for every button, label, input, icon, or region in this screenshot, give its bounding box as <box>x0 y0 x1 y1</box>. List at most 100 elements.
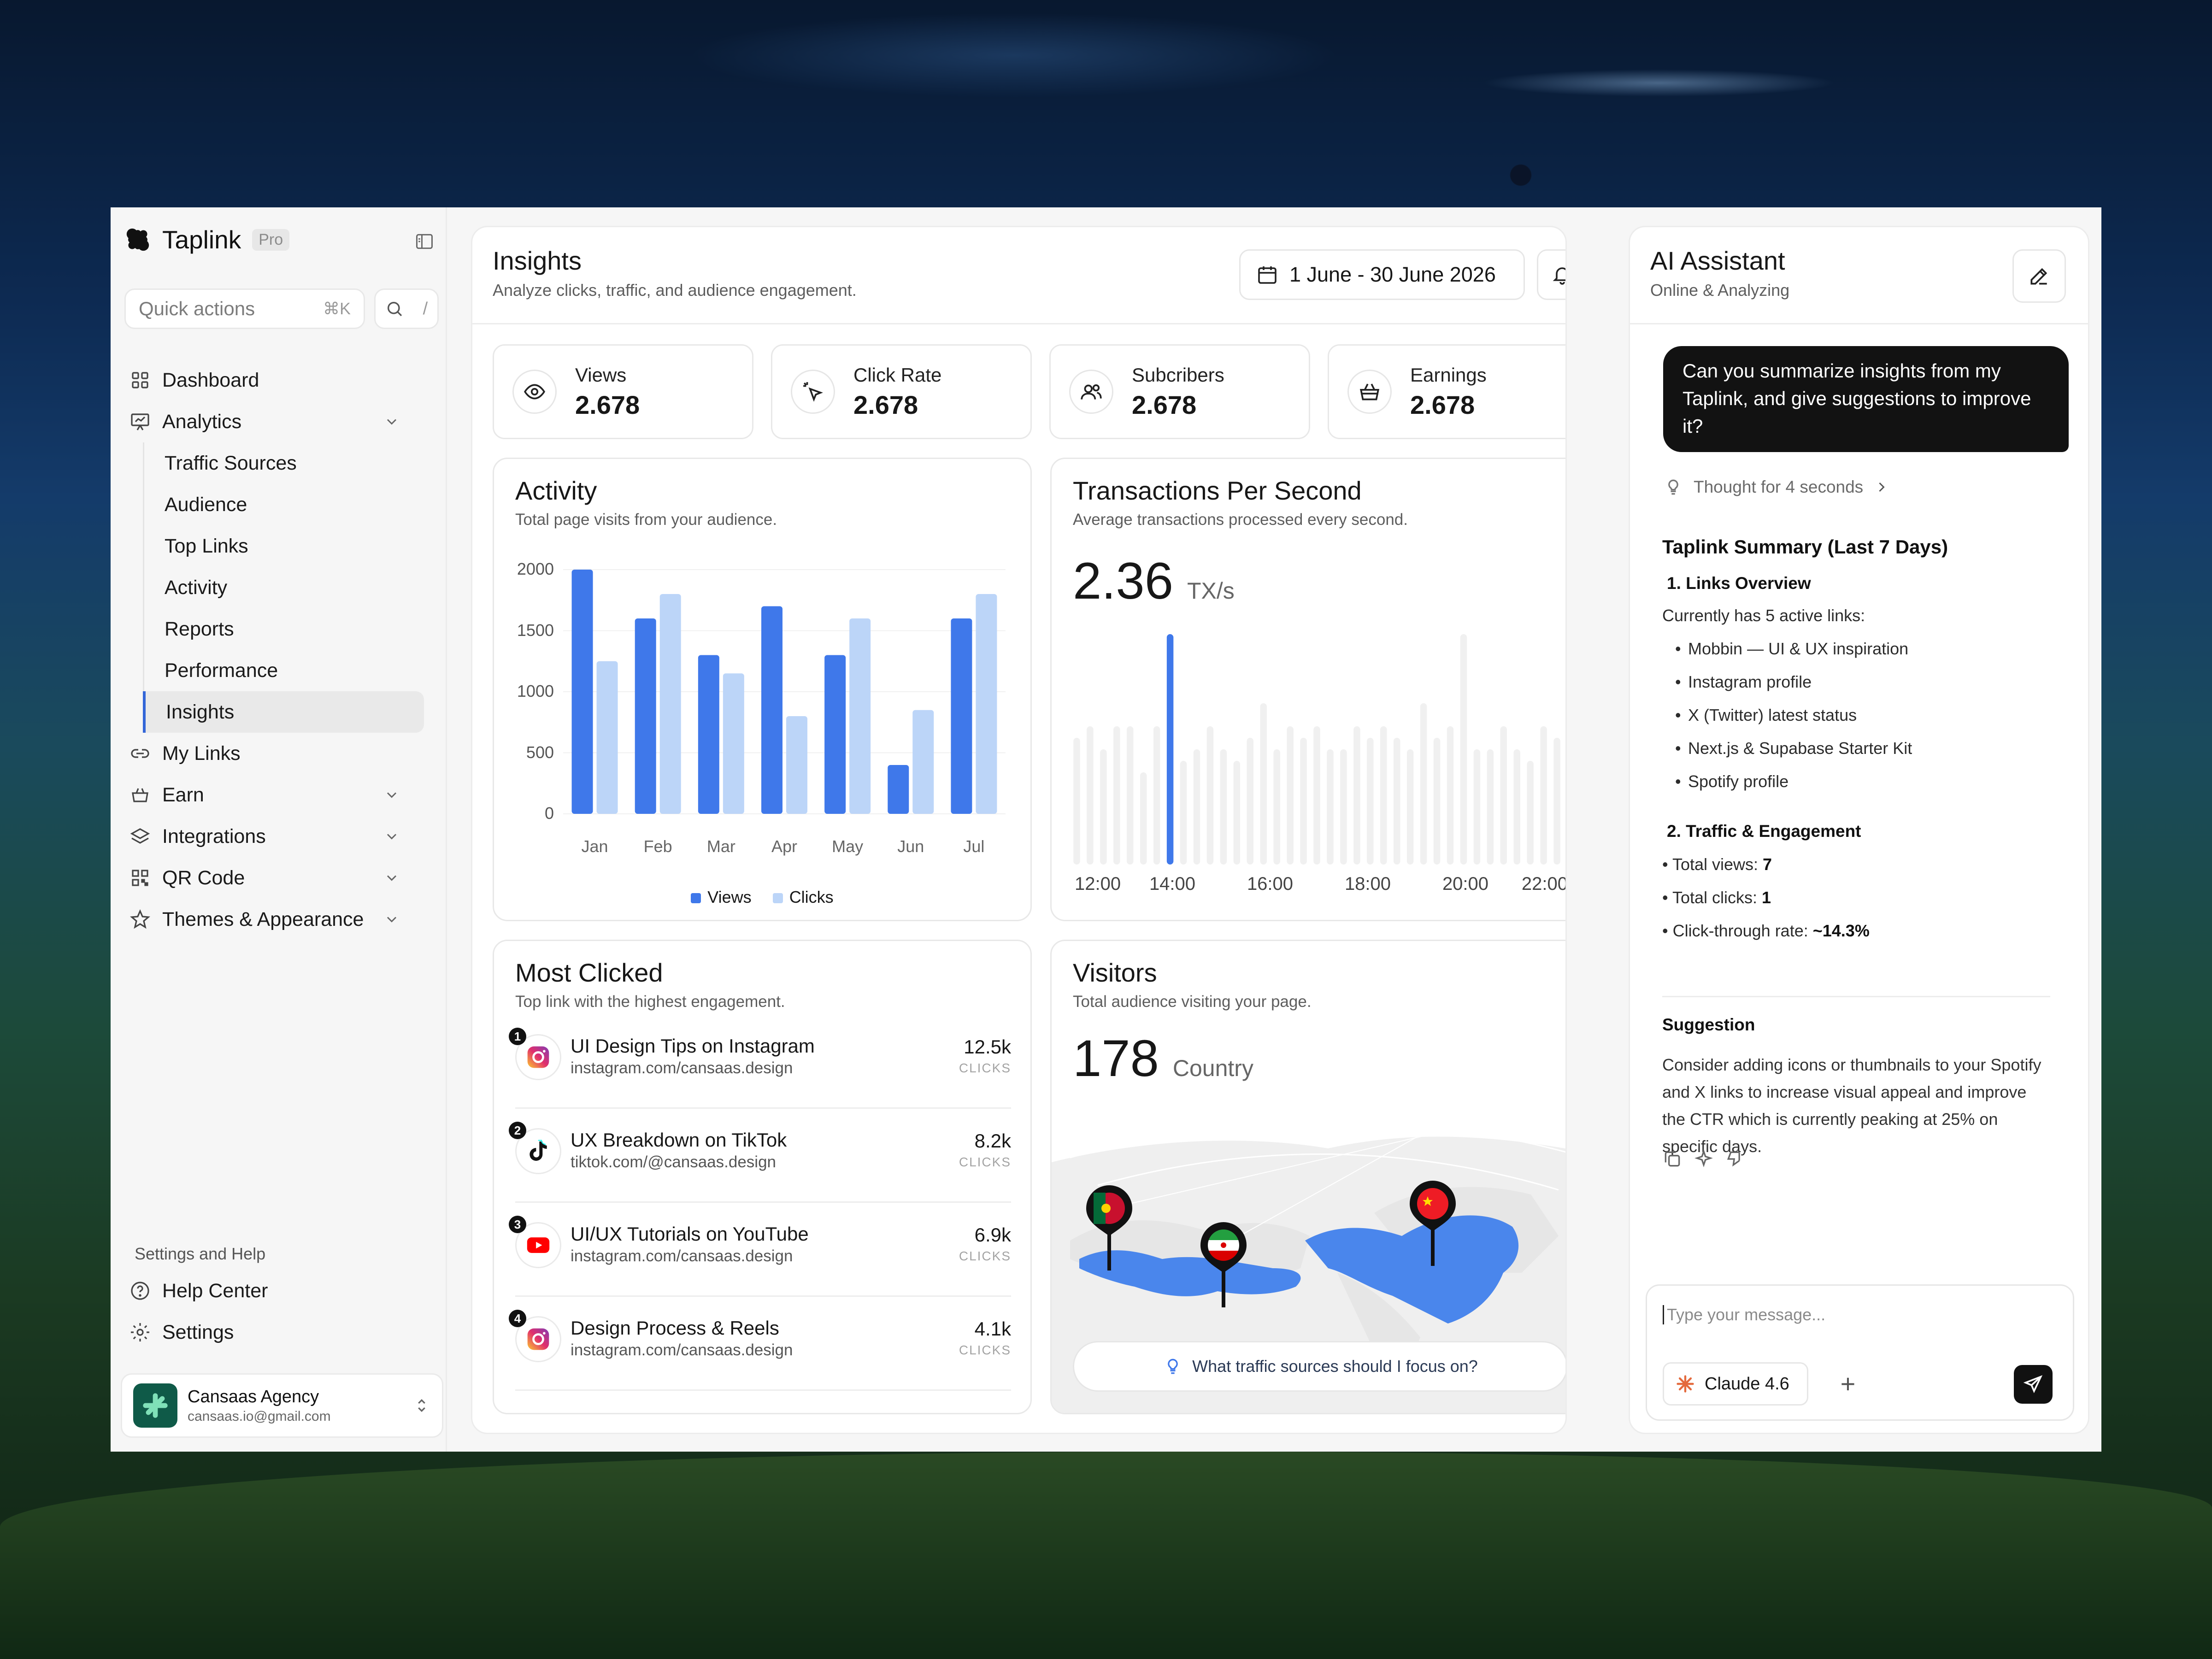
tps-bar[interactable] <box>1527 761 1534 865</box>
china-flag-pin[interactable] <box>1407 1181 1458 1268</box>
suggestion-text: Consider adding icons or thumbnails to y… <box>1662 1055 2041 1156</box>
iran-flag-pin[interactable] <box>1198 1222 1249 1310</box>
tps-bar[interactable] <box>1113 726 1120 865</box>
sparkle-icon[interactable] <box>1694 1149 1714 1169</box>
sidebar-item-reports[interactable]: Reports <box>143 608 424 650</box>
tps-bar[interactable] <box>1406 749 1414 865</box>
tps-bar[interactable] <box>1367 738 1374 865</box>
legend-clicks[interactable]: Clicks <box>772 888 834 907</box>
account-switcher[interactable]: Cansaas Agency cansaas.io@gmail.com <box>121 1373 443 1438</box>
notifications-button[interactable] <box>1537 249 1565 300</box>
nav-analytics[interactable]: Analytics <box>129 401 415 442</box>
tps-bar[interactable] <box>1273 749 1280 865</box>
copy-icon[interactable] <box>1662 1149 1683 1169</box>
send-button[interactable] <box>2014 1365 2053 1404</box>
quick-actions-button[interactable]: Quick actions ⌘K <box>124 288 365 329</box>
tps-bar[interactable] <box>1460 634 1467 865</box>
tps-bar[interactable] <box>1313 726 1320 865</box>
bar-views-apr[interactable] <box>761 606 782 814</box>
plus-icon[interactable]: + <box>1840 1369 1856 1398</box>
nav-themes[interactable]: Themes & Appearance <box>129 899 415 940</box>
nav-my-links[interactable]: My Links <box>129 733 415 774</box>
tps-bar[interactable] <box>1393 738 1400 865</box>
bar-views-may[interactable] <box>824 655 846 814</box>
sidebar-item-audience[interactable]: Audience <box>143 484 424 525</box>
tps-bar[interactable] <box>1153 726 1160 865</box>
bar-clicks-jul[interactable] <box>976 594 997 814</box>
tps-bar[interactable] <box>1287 726 1294 865</box>
tps-bar[interactable] <box>1500 726 1507 865</box>
sidebar-collapse-icon[interactable] <box>414 231 435 252</box>
bar-clicks-feb[interactable] <box>659 594 681 814</box>
sidebar-item-performance[interactable]: Performance <box>143 650 424 691</box>
legend-views[interactable]: Views <box>691 888 752 907</box>
tps-bar[interactable] <box>1433 738 1441 865</box>
sidebar-item-traffic-sources[interactable]: Traffic Sources <box>143 442 424 484</box>
tps-bar[interactable] <box>1220 749 1227 865</box>
tps-bar[interactable] <box>1127 726 1134 865</box>
brand[interactable]: Taplink Pro <box>124 225 290 254</box>
list-item[interactable]: 3 UI/UX Tutorials on YouTube instagram.c… <box>509 1203 1011 1297</box>
list-item[interactable]: 2 UX Breakdown on TikTok tiktok.com/@can… <box>509 1109 1011 1203</box>
nav-qr-code[interactable]: QR Code <box>129 857 415 899</box>
tps-bar[interactable] <box>1247 738 1254 865</box>
tps-bar[interactable] <box>1487 749 1494 865</box>
sidebar-item-top-links[interactable]: Top Links <box>143 525 424 567</box>
list-item[interactable]: 1 UI Design Tips on Instagram instagram.… <box>509 1015 1011 1109</box>
tps-bar[interactable] <box>1166 634 1174 865</box>
nav-earn[interactable]: Earn <box>129 774 415 816</box>
new-chat-button[interactable] <box>2012 249 2066 303</box>
tps-bar[interactable] <box>1300 738 1307 865</box>
bar-clicks-mar[interactable] <box>723 673 744 814</box>
nav-help-center[interactable]: Help Center <box>129 1270 415 1312</box>
bar-clicks-apr[interactable] <box>786 716 807 814</box>
sidebar-item-insights[interactable]: Insights <box>143 691 424 733</box>
tps-bar[interactable] <box>1353 726 1360 865</box>
nav-integrations[interactable]: Integrations <box>129 816 415 857</box>
bar-clicks-jun[interactable] <box>912 710 934 814</box>
tps-bar[interactable] <box>1327 749 1334 865</box>
sidebar-item-activity[interactable]: Activity <box>143 567 424 608</box>
tps-bar[interactable] <box>1180 761 1187 865</box>
tps-bar[interactable] <box>1447 726 1454 865</box>
click-label: CLICKS <box>959 1249 1011 1263</box>
bar-clicks-jan[interactable] <box>596 661 618 814</box>
tps-bar[interactable] <box>1380 726 1387 865</box>
bar-views-jun[interactable] <box>888 765 909 814</box>
nav-settings[interactable]: Settings <box>129 1312 415 1353</box>
y-tick-label: 2000 <box>517 559 554 578</box>
chat-input-box[interactable]: Type your message... Claude 4.6 + <box>1646 1284 2074 1421</box>
tps-bar[interactable] <box>1100 749 1107 865</box>
tps-bar[interactable] <box>1513 749 1520 865</box>
x-tick-label: 12:00 <box>1075 874 1121 894</box>
tps-bar[interactable] <box>1260 703 1267 865</box>
tps-bar[interactable] <box>1206 726 1214 865</box>
tps-bar[interactable] <box>1540 726 1547 865</box>
portugal-flag-pin[interactable] <box>1084 1185 1135 1273</box>
tps-bar[interactable] <box>1420 703 1427 865</box>
tps-bar[interactable] <box>1193 749 1200 865</box>
thumbs-down-icon[interactable] <box>1725 1149 1745 1169</box>
list-item[interactable]: 4 Design Process & Reels instagram.com/c… <box>509 1297 1011 1391</box>
tps-bar[interactable] <box>1233 761 1241 865</box>
tps-bar[interactable] <box>1340 749 1347 865</box>
thought-toggle[interactable]: Thought for 4 seconds <box>1663 477 1890 497</box>
tps-bar[interactable] <box>1073 738 1080 865</box>
bar-views-mar[interactable] <box>698 655 719 814</box>
tps-bar[interactable] <box>1087 726 1094 865</box>
bar-clicks-may[interactable] <box>849 618 871 814</box>
lightbulb-icon <box>1163 1356 1183 1377</box>
tps-bar[interactable] <box>1553 738 1560 865</box>
account-name: Cansaas Agency <box>188 1387 319 1406</box>
nav-dashboard[interactable]: Dashboard <box>129 359 415 401</box>
model-selector[interactable]: Claude 4.6 <box>1663 1362 1808 1406</box>
bar-views-jan[interactable] <box>571 570 593 814</box>
bar-views-feb[interactable] <box>635 618 656 814</box>
tps-bar[interactable] <box>1140 772 1147 865</box>
date-range-picker[interactable]: 1 June - 30 June 2026 <box>1239 249 1525 300</box>
message-input[interactable]: Type your message... <box>1663 1305 1825 1324</box>
bar-views-jul[interactable] <box>951 618 972 814</box>
tps-bar[interactable] <box>1473 749 1481 865</box>
search-button[interactable]: / <box>374 288 439 329</box>
suggested-prompt-button[interactable]: What traffic sources should I focus on? <box>1073 1341 1565 1392</box>
